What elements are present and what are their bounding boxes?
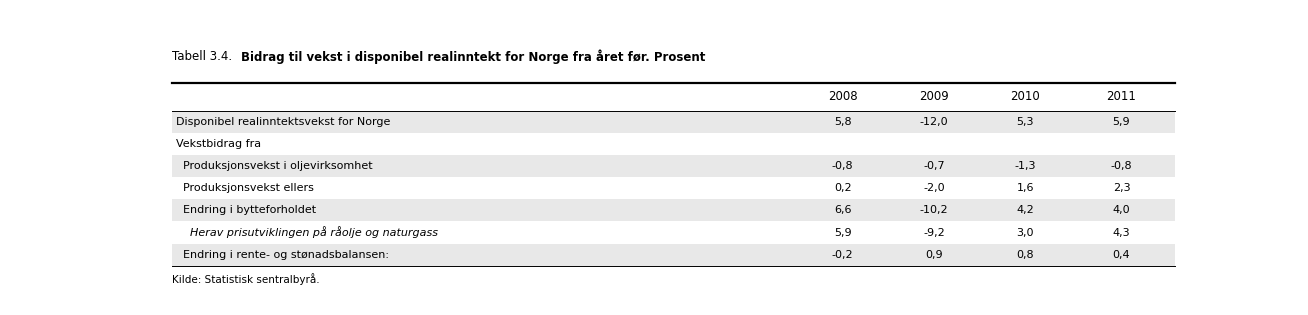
Text: Produksjonsvekst ellers: Produksjonsvekst ellers [175,183,314,193]
Text: 5,9: 5,9 [1113,117,1130,127]
Text: 1,6: 1,6 [1016,183,1033,193]
Text: 2009: 2009 [920,90,948,103]
Text: 5,3: 5,3 [1016,117,1033,127]
Bar [171,243,1175,266]
Text: 6,6: 6,6 [835,205,852,215]
Text: 0,2: 0,2 [835,183,852,193]
Text: Endring i rente- og stønadsbalansen:: Endring i rente- og stønadsbalansen: [175,250,388,260]
Text: 2011: 2011 [1107,90,1137,103]
Text: 2010: 2010 [1010,90,1040,103]
Text: Disponibel realinntektsvekst for Norge: Disponibel realinntektsvekst for Norge [175,117,390,127]
Text: Herav prisutviklingen på råolje og naturgass: Herav prisutviklingen på råolje og natur… [175,226,438,238]
Text: Produksjonsvekst i oljevirksomhet: Produksjonsvekst i oljevirksomhet [175,161,373,171]
Text: 2,3: 2,3 [1113,183,1130,193]
Text: -1,3: -1,3 [1015,161,1036,171]
Text: 0,9: 0,9 [925,250,943,260]
Text: Bidrag til vekst i disponibel realinntekt for Norge fra året før. Prosent: Bidrag til vekst i disponibel realinntek… [241,50,705,65]
Text: -0,8: -0,8 [832,161,854,171]
Text: 3,0: 3,0 [1016,227,1033,238]
Text: Endring i bytteforholdet: Endring i bytteforholdet [175,205,315,215]
Text: -0,2: -0,2 [832,250,854,260]
Text: -2,0: -2,0 [923,183,944,193]
Bar [171,155,1175,177]
Text: 0,4: 0,4 [1113,250,1130,260]
Text: -0,8: -0,8 [1110,161,1133,171]
Text: 4,2: 4,2 [1016,205,1035,215]
Text: 0,8: 0,8 [1016,250,1033,260]
Text: 5,8: 5,8 [835,117,852,127]
Text: Vekstbidrag fra: Vekstbidrag fra [175,139,260,149]
Bar [171,199,1175,221]
Text: -0,7: -0,7 [923,161,944,171]
Text: -12,0: -12,0 [920,117,948,127]
Text: -9,2: -9,2 [923,227,944,238]
Text: 4,0: 4,0 [1113,205,1130,215]
Text: 5,9: 5,9 [835,227,852,238]
Bar [171,111,1175,133]
Text: Kilde: Statistisk sentralbyrå.: Kilde: Statistisk sentralbyrå. [171,273,319,285]
Text: 4,3: 4,3 [1113,227,1130,238]
Text: 2008: 2008 [828,90,858,103]
Text: Tabell 3.4.: Tabell 3.4. [171,50,235,63]
Text: -10,2: -10,2 [920,205,948,215]
